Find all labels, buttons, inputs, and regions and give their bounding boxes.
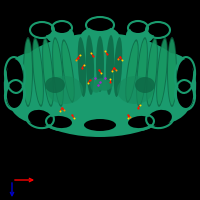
Point xyxy=(126,113,130,117)
Ellipse shape xyxy=(7,82,23,108)
Point xyxy=(62,108,66,112)
Point xyxy=(88,78,92,82)
Ellipse shape xyxy=(95,79,110,91)
Point xyxy=(128,115,132,119)
Point xyxy=(114,68,118,72)
Ellipse shape xyxy=(80,26,120,50)
Ellipse shape xyxy=(137,39,147,105)
Ellipse shape xyxy=(33,39,43,105)
Ellipse shape xyxy=(32,24,52,36)
Ellipse shape xyxy=(156,37,168,107)
Ellipse shape xyxy=(10,33,190,137)
Point xyxy=(116,57,120,61)
Ellipse shape xyxy=(140,53,196,123)
Ellipse shape xyxy=(168,39,176,105)
Ellipse shape xyxy=(61,39,75,103)
Point xyxy=(112,66,116,70)
Point xyxy=(72,116,76,120)
Point xyxy=(76,56,80,60)
Point xyxy=(98,80,102,84)
Ellipse shape xyxy=(47,76,83,104)
Ellipse shape xyxy=(96,36,104,92)
Ellipse shape xyxy=(136,37,148,107)
Point xyxy=(60,106,64,110)
Point xyxy=(99,71,103,75)
Ellipse shape xyxy=(148,110,172,126)
Ellipse shape xyxy=(82,108,118,128)
Ellipse shape xyxy=(4,53,60,123)
Point xyxy=(91,54,95,58)
Ellipse shape xyxy=(48,116,72,128)
Ellipse shape xyxy=(126,41,138,101)
Ellipse shape xyxy=(117,76,153,104)
Ellipse shape xyxy=(42,37,54,107)
Point xyxy=(89,51,93,55)
Ellipse shape xyxy=(177,82,193,108)
Ellipse shape xyxy=(148,24,168,36)
Ellipse shape xyxy=(24,39,32,105)
Point xyxy=(105,52,109,56)
Ellipse shape xyxy=(7,59,23,91)
Point xyxy=(138,103,142,107)
Ellipse shape xyxy=(114,37,122,97)
Point xyxy=(108,77,112,81)
Point xyxy=(108,80,112,84)
Ellipse shape xyxy=(88,19,112,31)
Ellipse shape xyxy=(52,37,64,107)
Point xyxy=(136,106,140,110)
Ellipse shape xyxy=(53,39,63,105)
Ellipse shape xyxy=(78,37,86,97)
Ellipse shape xyxy=(93,78,106,92)
Ellipse shape xyxy=(177,59,193,91)
Point xyxy=(74,58,78,62)
Ellipse shape xyxy=(130,23,146,33)
Point xyxy=(97,68,101,72)
Ellipse shape xyxy=(32,37,44,107)
Ellipse shape xyxy=(46,26,74,44)
Point xyxy=(96,83,100,87)
Ellipse shape xyxy=(86,35,94,95)
Ellipse shape xyxy=(106,35,114,95)
Ellipse shape xyxy=(167,37,177,107)
Point xyxy=(103,76,107,80)
Ellipse shape xyxy=(62,41,74,101)
Point xyxy=(118,55,122,59)
Ellipse shape xyxy=(45,77,65,93)
Point xyxy=(110,69,114,73)
Ellipse shape xyxy=(157,39,167,105)
Point xyxy=(78,53,82,57)
Point xyxy=(93,76,97,80)
Point xyxy=(120,58,124,62)
Ellipse shape xyxy=(54,23,70,33)
Ellipse shape xyxy=(84,119,116,131)
Ellipse shape xyxy=(96,80,112,90)
Ellipse shape xyxy=(39,104,71,126)
Ellipse shape xyxy=(28,110,52,126)
Ellipse shape xyxy=(97,80,113,90)
Point xyxy=(58,109,62,113)
Ellipse shape xyxy=(135,77,155,93)
Ellipse shape xyxy=(43,39,53,105)
Point xyxy=(70,113,74,117)
Point xyxy=(80,66,84,70)
Ellipse shape xyxy=(90,77,100,93)
Ellipse shape xyxy=(23,37,33,107)
Point xyxy=(103,49,107,53)
Point xyxy=(126,116,130,120)
Ellipse shape xyxy=(147,39,157,105)
Ellipse shape xyxy=(126,26,154,44)
Ellipse shape xyxy=(128,116,152,128)
Ellipse shape xyxy=(129,104,161,126)
Point xyxy=(86,81,90,85)
Point xyxy=(82,63,86,67)
Ellipse shape xyxy=(146,37,158,107)
Ellipse shape xyxy=(125,39,139,103)
